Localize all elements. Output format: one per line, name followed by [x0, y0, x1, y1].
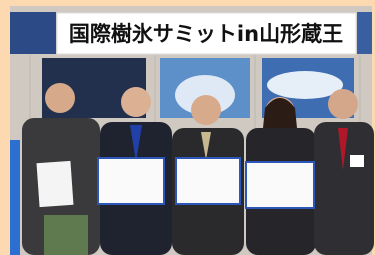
banner-text: 国際樹氷サミットin山形蔵王	[69, 22, 343, 46]
person-edge	[10, 140, 20, 255]
poster	[10, 12, 56, 54]
page: 国際樹氷サミットin山形蔵王	[0, 0, 375, 255]
certificate	[246, 162, 314, 208]
photo: 国際樹氷サミットin山形蔵王	[0, 0, 375, 255]
certificate	[176, 158, 240, 204]
poster	[357, 12, 372, 54]
certificate	[98, 158, 164, 204]
